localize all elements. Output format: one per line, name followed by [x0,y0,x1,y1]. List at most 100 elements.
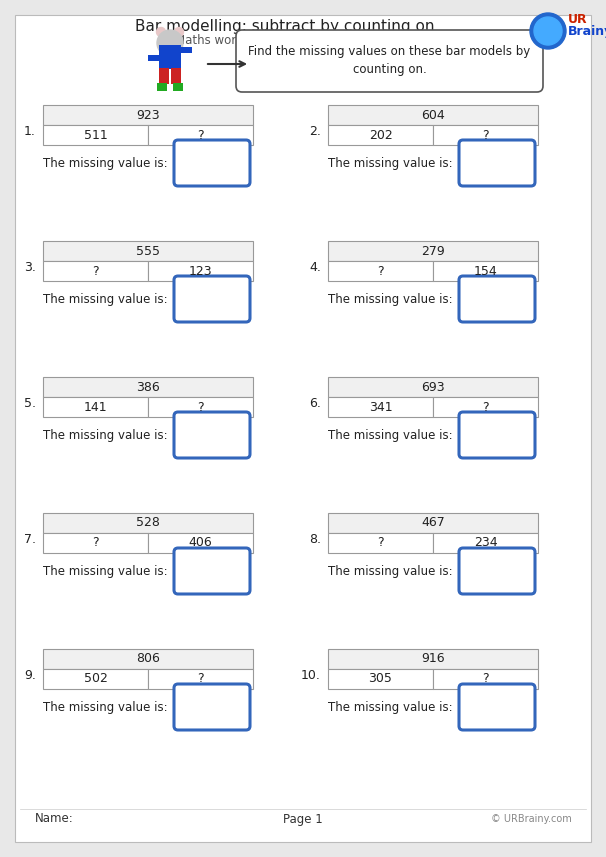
Text: The missing value is:: The missing value is: [328,565,453,578]
Text: The missing value is:: The missing value is: [43,428,168,441]
Text: 406: 406 [188,536,212,549]
Circle shape [156,27,165,37]
Text: 10.: 10. [301,669,321,682]
Text: ?: ? [92,536,99,549]
Text: 923: 923 [136,109,160,122]
FancyBboxPatch shape [148,261,253,281]
Text: 202: 202 [368,129,392,141]
FancyBboxPatch shape [180,47,192,53]
Text: ?: ? [482,673,489,686]
FancyBboxPatch shape [459,684,535,730]
Text: 502: 502 [84,673,107,686]
FancyBboxPatch shape [433,397,538,417]
FancyBboxPatch shape [43,513,253,533]
FancyBboxPatch shape [328,261,433,281]
Text: Page 1: Page 1 [283,812,323,825]
Text: 279: 279 [421,244,445,257]
FancyBboxPatch shape [43,669,148,689]
FancyBboxPatch shape [159,45,181,69]
FancyBboxPatch shape [43,125,148,145]
FancyBboxPatch shape [159,68,169,84]
FancyBboxPatch shape [43,397,148,417]
Text: ?: ? [377,265,384,278]
Text: Maths worksheets from urbrainy.com: Maths worksheets from urbrainy.com [175,34,395,47]
Text: ?: ? [482,129,489,141]
Text: 4.: 4. [309,261,321,274]
FancyBboxPatch shape [459,412,535,458]
Text: Brainy: Brainy [568,25,606,38]
Text: ?: ? [482,400,489,413]
Text: 234: 234 [474,536,498,549]
FancyBboxPatch shape [433,669,538,689]
Text: The missing value is:: The missing value is: [43,157,168,170]
FancyBboxPatch shape [171,68,181,84]
Text: ?: ? [377,536,384,549]
Text: The missing value is:: The missing value is: [43,292,168,305]
Text: 141: 141 [84,400,107,413]
Text: 693: 693 [421,381,445,393]
FancyBboxPatch shape [459,548,535,594]
Text: 6.: 6. [309,397,321,410]
Text: 528: 528 [136,517,160,530]
FancyBboxPatch shape [43,105,253,125]
Text: Bar modelling: subtract by counting on: Bar modelling: subtract by counting on [135,19,435,34]
Text: ?: ? [197,400,204,413]
Text: 467: 467 [421,517,445,530]
Text: The missing value is:: The missing value is: [328,428,453,441]
FancyBboxPatch shape [43,261,148,281]
Text: 8.: 8. [309,533,321,546]
Text: ?: ? [197,129,204,141]
FancyBboxPatch shape [328,649,538,669]
FancyBboxPatch shape [174,548,250,594]
Text: 2.: 2. [309,125,321,138]
FancyBboxPatch shape [459,276,535,322]
Text: 305: 305 [368,673,393,686]
Text: 123: 123 [188,265,212,278]
Text: 555: 555 [136,244,160,257]
Text: 806: 806 [136,652,160,666]
FancyBboxPatch shape [174,412,250,458]
Text: ?: ? [197,673,204,686]
Text: 916: 916 [421,652,445,666]
FancyBboxPatch shape [328,513,538,533]
Text: 154: 154 [474,265,498,278]
FancyBboxPatch shape [328,533,433,553]
FancyBboxPatch shape [328,241,538,261]
FancyBboxPatch shape [328,125,433,145]
FancyBboxPatch shape [15,15,591,842]
FancyBboxPatch shape [43,377,253,397]
FancyBboxPatch shape [43,241,253,261]
FancyBboxPatch shape [433,125,538,145]
FancyBboxPatch shape [148,669,253,689]
Text: The missing value is:: The missing value is: [328,700,453,714]
FancyBboxPatch shape [148,397,253,417]
FancyBboxPatch shape [174,276,250,322]
FancyBboxPatch shape [148,125,253,145]
Text: 9.: 9. [24,669,36,682]
FancyBboxPatch shape [433,261,538,281]
FancyBboxPatch shape [459,140,535,186]
FancyBboxPatch shape [328,669,433,689]
FancyBboxPatch shape [433,533,538,553]
Circle shape [534,17,562,45]
Circle shape [530,13,566,49]
FancyBboxPatch shape [43,533,148,553]
Text: 386: 386 [136,381,160,393]
Text: © URBrainy.com: © URBrainy.com [491,814,572,824]
FancyBboxPatch shape [328,377,538,397]
FancyBboxPatch shape [174,140,250,186]
FancyBboxPatch shape [43,649,253,669]
FancyBboxPatch shape [236,30,543,92]
Text: Find the missing values on these bar models by
counting on.: Find the missing values on these bar mod… [248,45,531,75]
Text: 604: 604 [421,109,445,122]
FancyBboxPatch shape [157,83,167,91]
FancyBboxPatch shape [328,397,433,417]
FancyBboxPatch shape [328,105,538,125]
Text: UR: UR [568,13,588,26]
Text: 7.: 7. [24,533,36,546]
Circle shape [157,30,183,56]
Text: ?: ? [92,265,99,278]
Text: The missing value is:: The missing value is: [328,157,453,170]
Text: 3.: 3. [24,261,36,274]
Text: Name:: Name: [35,812,74,825]
